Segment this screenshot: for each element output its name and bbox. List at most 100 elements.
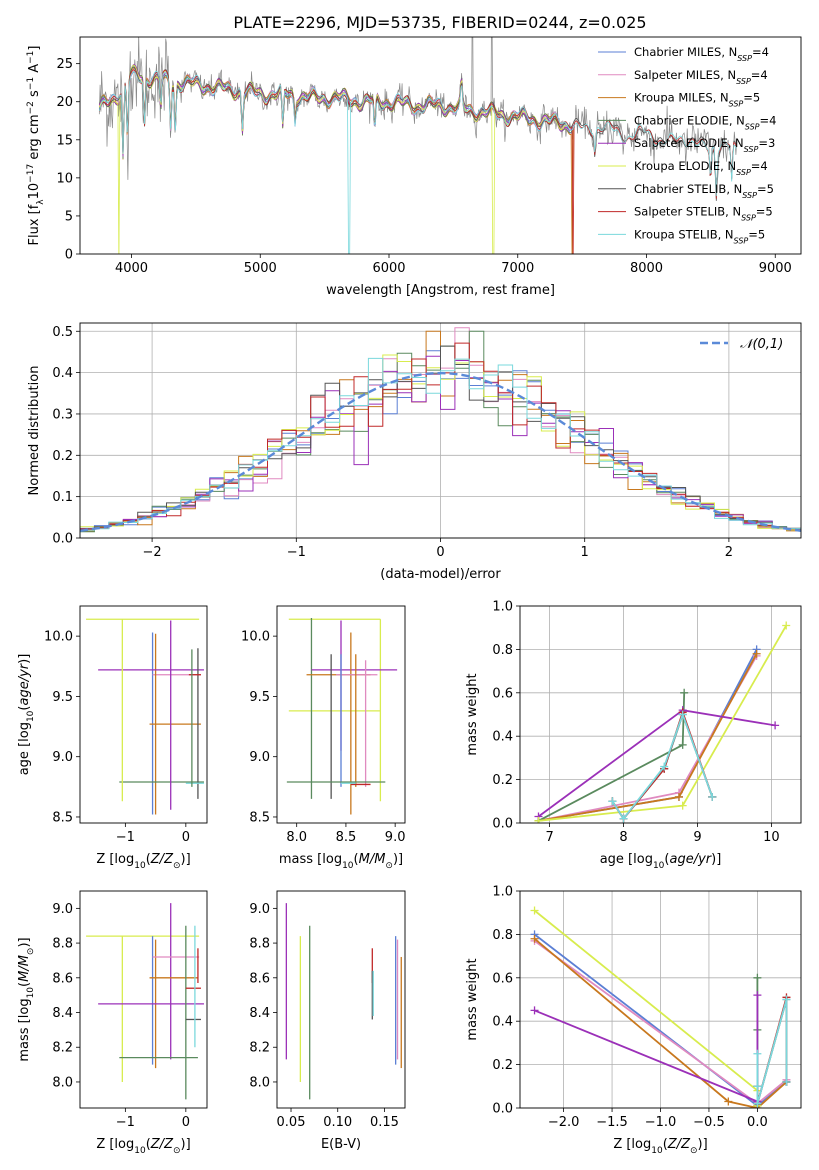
axes-frame [276, 890, 406, 1109]
x-axis-label: Z [log10(Z/Z⊙)] [613, 1137, 707, 1156]
x-tick-label: 9.0 [385, 830, 406, 845]
y-tick-label: 8.8 [249, 937, 270, 952]
legend-label-text: Salpeter ELODIE, N [634, 136, 744, 150]
x-axis-label-part: )] [393, 852, 403, 867]
y-tick-label: 8.0 [52, 1075, 73, 1090]
weight-marker [678, 710, 687, 719]
legend-label-sub: SSP [745, 122, 760, 131]
y-axis-label: mass [log10(M/M⊙)] [17, 937, 36, 1061]
y-tick-label: 5 [65, 209, 73, 224]
weight-marker [753, 1049, 762, 1058]
y-tick-label: 8.8 [52, 937, 73, 952]
histogram-step-line [80, 357, 801, 538]
axes-frame [79, 890, 208, 1109]
y-tick-label: 8.5 [249, 810, 270, 825]
legend-label-sub: SSP [736, 168, 751, 177]
y-tick-label: 0.0 [52, 532, 73, 547]
weight-series-line [533, 909, 759, 1106]
x-axis-label-part: age/yr [669, 852, 712, 867]
x-axis-label-part: ( [664, 852, 669, 867]
x-axis-label-part: 10 [653, 861, 665, 871]
y-tick-label: 0.6 [492, 971, 513, 986]
axes-frame [79, 605, 208, 824]
y-axis-label: Normed distribution [27, 366, 42, 496]
legend-label-text: Chabrier ELODIE, N [634, 113, 745, 127]
weight-series-line [538, 625, 787, 822]
weight-marker [680, 688, 689, 697]
x-tick-label: 0.15 [370, 1115, 399, 1130]
y-tick-label: 20 [56, 95, 73, 110]
y-tick-label: 0.8 [492, 643, 513, 658]
age-vs-Z-plot-area [86, 618, 204, 815]
x-tick-label: 0 [182, 830, 190, 845]
mass-weight-vs-Z-panel: −2.0 −1.5 −1.0 −0.5 0.0 0.0 0.2 0.4 0.6 0.8 1.0 Z [… [465, 885, 802, 1156]
x-tick-label: 9 [693, 830, 701, 845]
x-tick-label: 0.05 [277, 1115, 306, 1130]
legend-label: Kroupa ELODIE, NSSP=4 [634, 159, 768, 177]
y-tick-label: 0.2 [492, 1058, 513, 1073]
y-tick-label: 0.2 [492, 773, 513, 788]
x-tick-label: 0 [182, 1115, 190, 1130]
weight-series-line [533, 938, 788, 1108]
x-tick-label: −1 [116, 830, 135, 845]
y-tick-label: 0.5 [52, 325, 73, 340]
x-axis-label: mass [log10(M/M⊙)] [279, 852, 403, 871]
weight-marker [619, 814, 628, 823]
y-axis-label-part: ] [27, 46, 42, 51]
y-tick-label: 0.0 [492, 817, 513, 832]
y-tick-label: 8.4 [52, 1006, 73, 1021]
y-tick-label: 9.0 [249, 750, 270, 765]
x-axis-label-part: )] [698, 1137, 708, 1152]
x-axis-label-part: ( [146, 1137, 151, 1152]
model-spectrum-line [98, 69, 737, 254]
weight-marker [678, 801, 687, 810]
x-tick-label: 9000 [759, 261, 792, 276]
y-axis-label-part: −1 [26, 77, 36, 90]
legend-label: Chabrier STELIB, NSSP=5 [634, 182, 774, 200]
y-tick-label: 8.4 [249, 1006, 270, 1021]
y-axis-label-part: −17 [26, 164, 36, 183]
legend-label-text: Chabrier STELIB, N [634, 182, 742, 196]
mass-weight-vs-age-plot-area [534, 621, 791, 823]
mass-vs-ebv-panel: 0.05 0.10 0.15 8.0 8.2 8.4 8.6 8.8 9.0 E(B-V) [249, 890, 406, 1152]
legend-label: Chabrier ELODIE, NSSP=4 [634, 113, 776, 130]
y-axis-label-part: 10 [26, 987, 36, 999]
x-axis-label: (data-model)/error [380, 567, 501, 582]
axes-frame [519, 890, 802, 1109]
axes-frame [79, 36, 802, 255]
weight-series-line [756, 999, 788, 1104]
mass-weight-vs-Z-plot-area [530, 906, 791, 1108]
y-axis-label-part: −2 [26, 101, 36, 114]
mass-vs-ebv-plot-area [285, 903, 402, 1100]
weight-marker [753, 1099, 762, 1108]
y-tick-label: 10.0 [44, 630, 73, 645]
y-axis-label-part: 10 [26, 710, 36, 722]
x-axis-label-part: )] [181, 852, 191, 867]
weight-marker [530, 934, 539, 943]
y-axis-label-part: erg cm [27, 114, 42, 163]
legend-label-count: =5 [743, 91, 760, 105]
legend-label-count: =4 [752, 45, 769, 59]
y-tick-label: 1.0 [492, 600, 513, 615]
model-spectrum-line [98, 70, 737, 254]
y-axis-label-part: λ [36, 199, 46, 205]
legend-label-sub: SSP [729, 99, 744, 108]
y-tick-label: 8.0 [249, 1075, 270, 1090]
legend-label-text: Kroupa MILES, N [634, 91, 729, 105]
legend-label: Salpeter ELODIE, NSSP=3 [634, 136, 775, 154]
legend-label-text: Salpeter STELIB, N [634, 205, 741, 219]
x-axis-label: age [log10(age/yr)] [600, 852, 722, 871]
weight-marker [782, 621, 791, 630]
x-tick-label: 8.5 [336, 830, 357, 845]
x-axis-label-part: M/M [359, 852, 386, 867]
y-axis-label-part: −1 [26, 51, 36, 64]
x-tick-label: 10 [763, 830, 780, 845]
legend-label-sub: SSP [742, 190, 757, 199]
x-axis-label: wavelength [Angstrom, rest frame] [326, 283, 555, 298]
y-tick-label: 0.0 [492, 1102, 513, 1117]
axes-frame [519, 605, 802, 824]
legend-label-sub: SSP [734, 236, 749, 245]
y-tick-label: 0.1 [52, 490, 73, 505]
legend-label: Kroupa MILES, NSSP=5 [634, 91, 760, 109]
